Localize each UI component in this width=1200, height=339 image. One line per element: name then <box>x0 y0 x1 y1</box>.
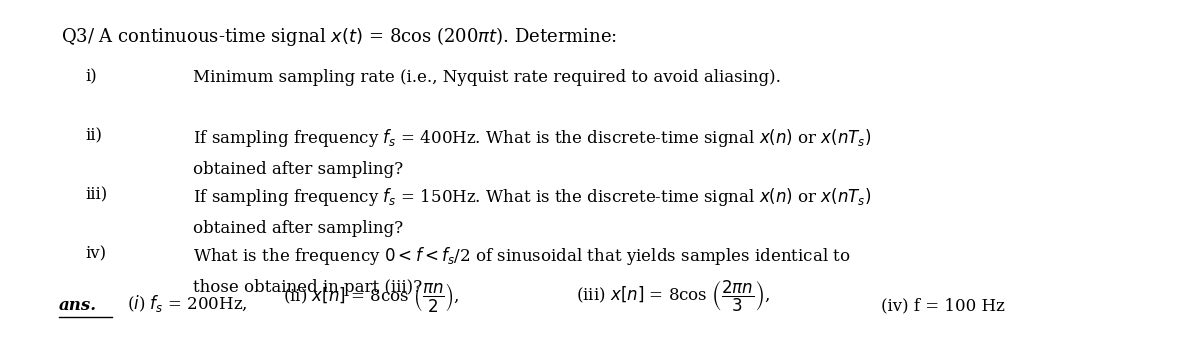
Text: (ii) $x[n]$ = 8cos $\left(\dfrac{\pi n}{2}\right)$,: (ii) $x[n]$ = 8cos $\left(\dfrac{\pi n}{… <box>283 281 460 314</box>
Text: i): i) <box>85 68 97 86</box>
Text: If sampling frequency $f_s$ = 400Hz. What is the discrete-time signal $x(n)$ or : If sampling frequency $f_s$ = 400Hz. Wha… <box>193 127 871 149</box>
Text: (iii) $x[n]$ = 8cos $\left(\dfrac{2\pi n}{3}\right)$,: (iii) $x[n]$ = 8cos $\left(\dfrac{2\pi n… <box>576 279 770 314</box>
Text: obtained after sampling?: obtained after sampling? <box>193 161 403 178</box>
Text: Q3/ A continuous-time signal $x(t)$ = 8cos (200$\pi t$). Determine:: Q3/ A continuous-time signal $x(t)$ = 8c… <box>61 25 617 48</box>
Text: obtained after sampling?: obtained after sampling? <box>193 220 403 237</box>
Text: ii): ii) <box>85 127 102 144</box>
Text: ans.: ans. <box>59 297 97 314</box>
Text: iv): iv) <box>85 245 107 262</box>
Text: ($i$) $f_s$ = 200Hz,: ($i$) $f_s$ = 200Hz, <box>127 293 247 314</box>
Text: If sampling frequency $f_s$ = 150Hz. What is the discrete-time signal $x(n)$ or : If sampling frequency $f_s$ = 150Hz. Wha… <box>193 186 871 208</box>
Text: What is the frequency $0 < f < f_s$/2 of sinusoidal that yields samples identica: What is the frequency $0 < f < f_s$/2 of… <box>193 245 851 267</box>
Text: (iv) f = 100 Hz: (iv) f = 100 Hz <box>881 297 1006 314</box>
Text: iii): iii) <box>85 186 108 203</box>
Text: those obtained in part (iii)?: those obtained in part (iii)? <box>193 279 422 296</box>
Text: Minimum sampling rate (i.e., Nyquist rate required to avoid aliasing).: Minimum sampling rate (i.e., Nyquist rat… <box>193 68 781 86</box>
